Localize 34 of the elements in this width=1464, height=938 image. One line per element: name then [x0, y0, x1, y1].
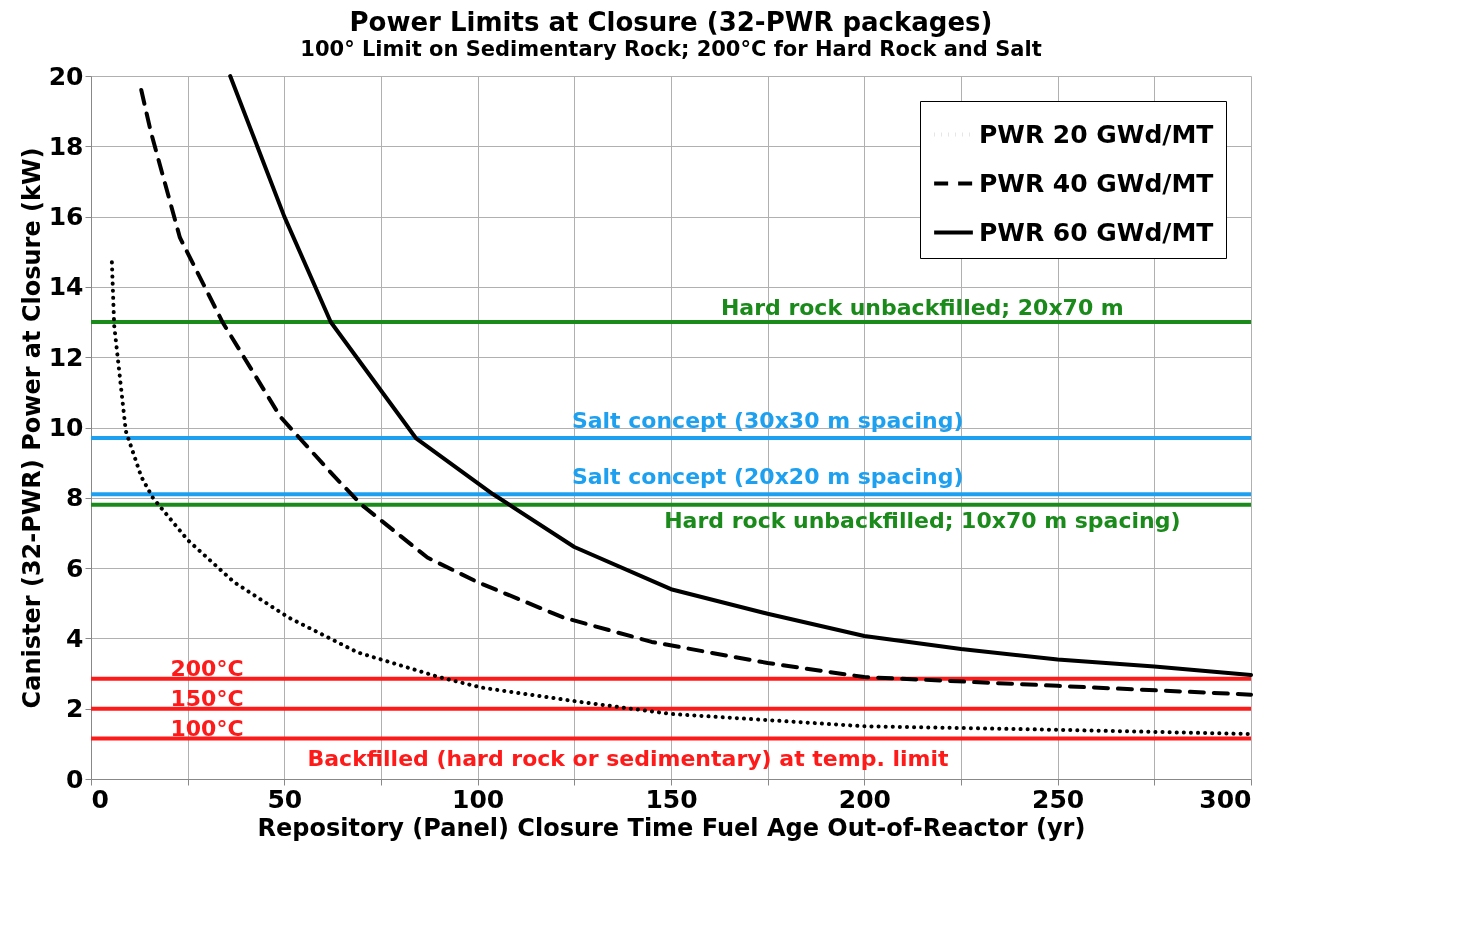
- x-axis-title: Repository (Panel) Closure Time Fuel Age Out-of-Reactor (yr): [257, 813, 1086, 842]
- y-tick-label: 6: [66, 553, 84, 583]
- y-tick-label: 18: [48, 131, 84, 161]
- x-tick-label: 50: [267, 784, 303, 814]
- legend-label: PWR 60 GWd/MT: [979, 217, 1214, 247]
- y-tick-label: 0: [66, 764, 84, 794]
- y-tick-label: 8: [66, 483, 84, 513]
- y-tick-label: 2: [66, 694, 84, 724]
- y-tick-label: 16: [48, 202, 84, 232]
- x-tick-label: 300: [1199, 784, 1252, 814]
- x-tick-label: 200: [838, 784, 891, 814]
- x-tick-label: 250: [1032, 784, 1085, 814]
- y-tick-label: 20: [48, 61, 84, 91]
- x-tick-label: 150: [645, 784, 698, 814]
- ref-line-label: Salt concept (30x30 m spacing): [571, 408, 964, 434]
- y-tick-label: 14: [48, 272, 84, 302]
- y-tick-label: 12: [48, 342, 84, 372]
- ref-line-label: Hard rock unbackfilled; 10x70 m spacing): [664, 507, 1181, 533]
- x-tick-label: 0: [91, 784, 109, 814]
- ref-line-label: Salt concept (20x20 m spacing): [571, 464, 964, 490]
- legend-label: PWR 40 GWd/MT: [979, 168, 1214, 198]
- chart-title: Power Limits at Closure (32-PWR packages): [349, 7, 993, 37]
- y-tick-label: 4: [66, 623, 84, 653]
- y-tick-label: 10: [48, 413, 84, 442]
- ref-line-label: 100°C: [170, 715, 244, 741]
- ref-line-label: 150°C: [170, 685, 244, 711]
- y-axis-title: Canister (32-PWR) Power at Closure (kW): [17, 147, 46, 709]
- legend-label: PWR 20 GWd/MT: [979, 119, 1214, 149]
- x-tick-label: 100: [452, 784, 505, 814]
- annotation: Backfilled (hard rock or sedimentary) at temp. limit: [307, 746, 949, 771]
- chart-subtitle: 100° Limit on Sedimentary Rock; 200°C for Hard Rock and Salt: [300, 37, 1042, 61]
- ref-line-label: Hard rock unbackfilled; 20x70 m: [720, 295, 1124, 321]
- line-series: [109, 260, 1253, 737]
- ref-line-label: 200°C: [170, 655, 244, 681]
